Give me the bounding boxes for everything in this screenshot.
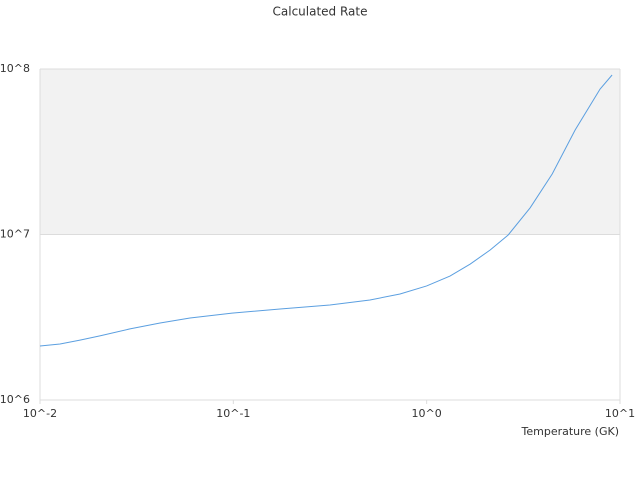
chart-title: Calculated Rate [273,5,368,19]
y-tick-label: 10^6 [0,393,30,406]
y-tick-label: 10^7 [0,228,30,241]
x-tick-label: 10^0 [412,407,442,420]
x-axis-label: Temperature (GK) [521,425,620,438]
x-tick-label: 10^-2 [23,407,57,420]
data-line [39,74,613,347]
y-tick-label: 10^8 [0,62,30,75]
plot-band [40,69,620,235]
x-tick-label: 10^1 [605,407,635,420]
x-tick-label: 10^-1 [216,407,250,420]
